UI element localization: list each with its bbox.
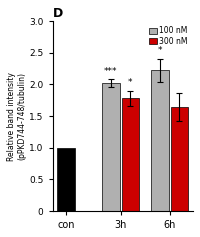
Y-axis label: Relative band intensity
(pPKD744-748/tubulin): Relative band intensity (pPKD744-748/tub… [7, 72, 26, 160]
Bar [122, 98, 139, 211]
Text: *: * [128, 78, 133, 87]
Legend: 100 nM, 300 nM: 100 nM, 300 nM [148, 25, 189, 47]
Bar [57, 148, 75, 211]
Bar [102, 83, 120, 211]
Text: *: * [158, 46, 162, 55]
Text: ***: *** [104, 67, 118, 76]
Text: D: D [53, 7, 63, 20]
Bar [171, 107, 188, 211]
Bar [151, 70, 169, 211]
